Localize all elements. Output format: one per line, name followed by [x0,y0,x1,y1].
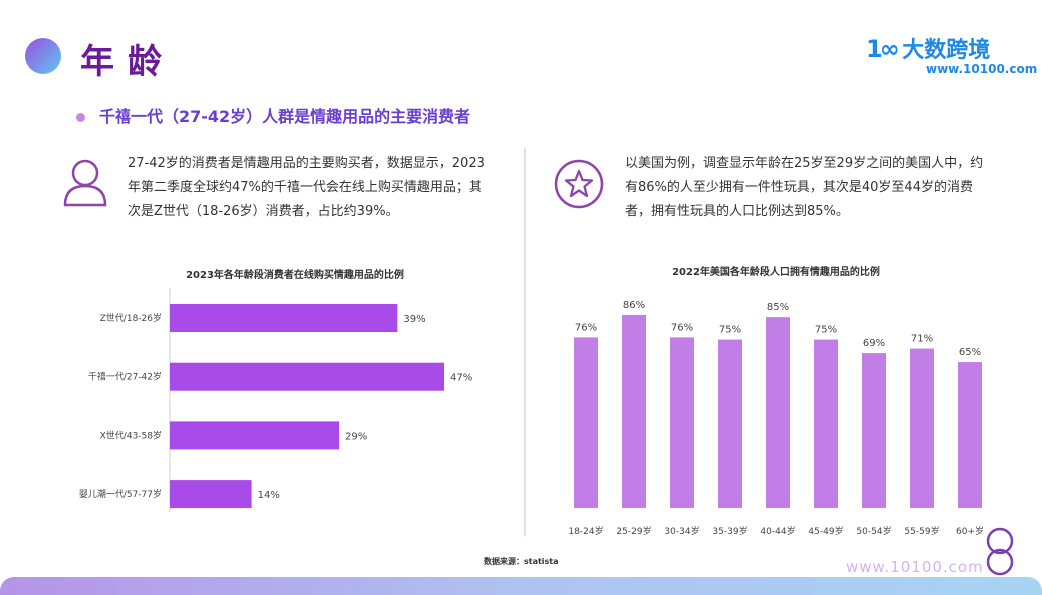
logo: 1∞ 大数跨境 www.10100.com [866,32,1037,76]
category-label: 千禧一代/27-42岁 [88,371,162,383]
category-label: 30-34岁 [664,525,699,537]
chart2: 76% 18-24岁 86% 25-29岁 76% 30-34岁 75% 35-39岁 85% 4… [568,300,984,537]
bar [622,314,646,508]
bar [170,421,340,450]
data-label: 29% [345,431,367,442]
footer-band [0,577,1042,595]
chart1-title: 2023年各年龄段消费者在线购买情趣用品的比例 [186,270,404,281]
right-description: 以美国为例，调查显示年龄在25岁至29岁之间的美国人中，约有86%的人至少拥有一… [625,156,984,219]
category-label: 45-49岁 [808,525,843,537]
category-label: 55-59岁 [904,525,939,537]
decor-rings-icon [986,527,1014,576]
title-dot-icon [25,38,61,74]
chart2-title: 2022年美国各年龄段人口拥有情趣用品的比例 [672,267,880,278]
divider [524,148,526,536]
data-label: 69% [863,338,885,349]
category-label: X世代/43-58岁 [100,429,162,441]
data-label: 76% [671,322,693,333]
bar [170,480,252,509]
data-label: 65% [959,347,981,358]
data-label: 76% [575,322,597,333]
data-label: 71% [911,334,933,345]
data-label: 75% [815,325,837,336]
logo-url: www.10100.com [926,62,1038,76]
category-label: 婴儿潮一代/57-77岁 [79,488,162,500]
bar [170,304,398,332]
bar [814,339,838,508]
footer-url: www.10100.com [846,558,984,576]
logo-text: 大数跨境 [902,38,991,63]
category-label: 35-39岁 [712,525,747,537]
data-label: 47% [450,373,472,384]
category-label: 40-44岁 [760,525,795,537]
data-label: 14% [258,490,280,501]
bar [718,339,742,508]
person-icon [63,159,107,207]
category-label: 60+岁 [956,525,984,537]
category-label: 25-29岁 [616,525,651,537]
category-label: Z世代/18-26岁 [100,312,162,324]
bar [910,348,934,508]
bar [862,353,886,508]
category-label: 18-24岁 [568,525,603,537]
star-icon [554,159,604,209]
bar [766,317,790,508]
left-description: 27-42岁的消费者是情趣用品的主要购买者，数据显示，2023年第二季度全球约4… [128,156,485,219]
bar [958,362,982,508]
data-label: 86% [623,300,645,311]
bar [170,362,445,391]
data-label: 75% [719,325,741,336]
data-label: 85% [767,302,789,313]
logo-mark-icon: 1∞ [866,35,900,63]
data-source: 数据来源：statista [484,557,559,566]
data-label: 39% [403,314,425,325]
chart1: Z世代/18-26岁 39% 千禧一代/27-42岁 47% X世代/43-58岁 29%… [79,288,472,512]
bar [574,337,598,508]
page-title: 年龄 [80,42,176,82]
bar [670,337,694,508]
category-label: 50-54岁 [856,525,891,537]
section-subtitle: 千禧一代（27-42岁）人群是情趣用品的主要消费者 [76,103,470,127]
